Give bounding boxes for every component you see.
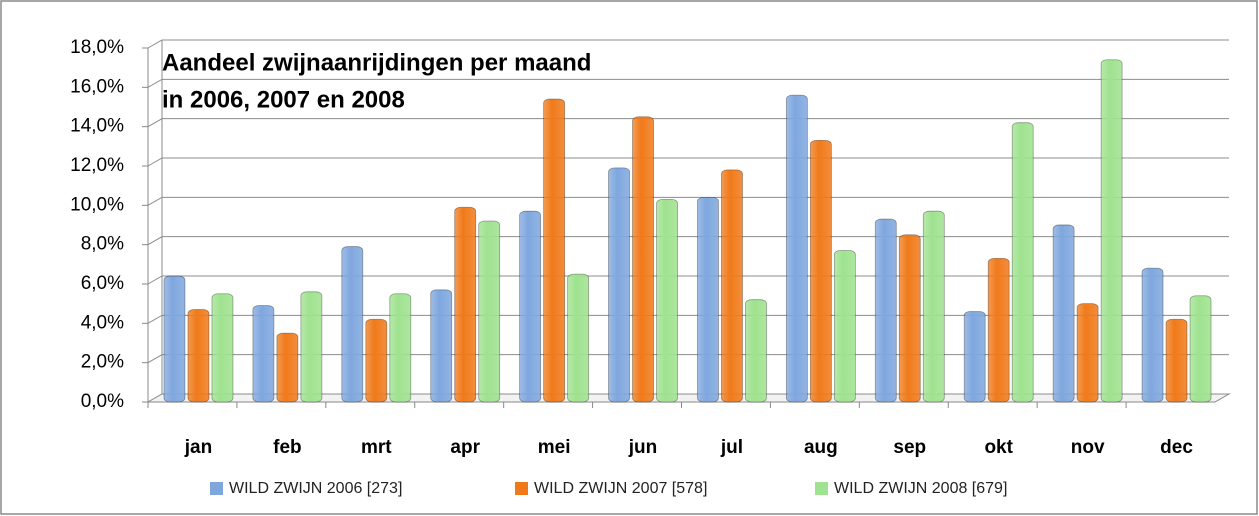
bar xyxy=(963,311,986,403)
y-tick-label: 10,0% xyxy=(70,194,124,215)
bar xyxy=(567,273,590,403)
bar xyxy=(187,309,210,403)
bar xyxy=(1189,295,1212,403)
bar xyxy=(608,167,630,403)
bar xyxy=(697,196,719,403)
x-tick-label: sep xyxy=(893,437,926,458)
bar xyxy=(276,332,299,403)
y-tick-label: 6,0% xyxy=(81,273,124,294)
bar xyxy=(478,220,501,403)
bar xyxy=(341,246,364,403)
bar xyxy=(300,291,323,403)
bar xyxy=(833,250,856,403)
bar xyxy=(543,98,566,403)
x-tick-label: okt xyxy=(984,437,1013,458)
legend-label: WILD ZWIJN 2007 [578] xyxy=(534,480,707,497)
legend-swatch xyxy=(815,482,828,495)
legend-swatch xyxy=(210,482,223,495)
bar xyxy=(252,305,275,403)
bar xyxy=(1141,267,1164,403)
grid-line xyxy=(147,39,1229,49)
bar xyxy=(922,210,945,403)
y-tick-label: 2,0% xyxy=(81,352,124,373)
x-tick-label: aug xyxy=(804,437,838,458)
x-tick-label: feb xyxy=(273,437,302,458)
legend-label: WILD ZWIJN 2008 [679] xyxy=(834,480,1007,497)
x-tick-label: mei xyxy=(538,437,571,458)
bar xyxy=(163,275,186,403)
bar xyxy=(745,299,767,403)
bar xyxy=(211,293,234,403)
grid-line xyxy=(147,354,1229,364)
x-tick-label: jun xyxy=(628,437,658,458)
x-tick-label: jan xyxy=(184,437,212,458)
bar xyxy=(519,210,542,403)
bar xyxy=(987,257,1010,403)
bar xyxy=(389,293,412,403)
grid-line xyxy=(147,314,1229,324)
bar xyxy=(365,318,388,403)
y-tick-label: 8,0% xyxy=(81,234,124,255)
y-tick-label: 0,0% xyxy=(81,391,124,412)
bar xyxy=(454,206,477,403)
bar xyxy=(430,289,453,403)
bar xyxy=(1076,303,1099,403)
y-tick-label: 18,0% xyxy=(70,37,124,58)
bar xyxy=(809,139,832,403)
legend-swatch xyxy=(515,482,528,495)
x-tick-label: dec xyxy=(1160,437,1193,458)
legend-label: WILD ZWIJN 2006 [273] xyxy=(229,480,402,497)
bar xyxy=(632,116,654,403)
x-tick-label: apr xyxy=(450,437,480,458)
grid-line xyxy=(147,157,1229,167)
x-tick-label: nov xyxy=(1071,437,1105,458)
grid-line xyxy=(147,275,1229,285)
bar xyxy=(656,198,678,403)
bar xyxy=(1165,318,1188,403)
y-tick-label: 14,0% xyxy=(70,116,124,137)
grid-line xyxy=(147,236,1229,246)
bar xyxy=(785,94,808,403)
y-tick-label: 12,0% xyxy=(70,155,124,176)
y-tick-label: 16,0% xyxy=(70,76,124,97)
bar xyxy=(898,234,921,403)
bar xyxy=(1011,122,1034,403)
grid-line xyxy=(147,393,1229,403)
x-tick-label: mrt xyxy=(361,437,392,458)
y-tick-label: 4,0% xyxy=(81,312,124,333)
grid-line xyxy=(147,118,1229,128)
chart-title: Aandeel zwijnaanrijdingen per maand xyxy=(162,49,591,76)
chart-title: in 2006, 2007 en 2008 xyxy=(162,86,405,113)
bar xyxy=(1052,224,1075,403)
grid-line xyxy=(147,196,1229,206)
bar xyxy=(721,169,743,403)
x-tick-label: jul xyxy=(720,437,743,458)
bar xyxy=(1100,59,1123,403)
grid-line xyxy=(147,78,1229,88)
bar xyxy=(874,218,897,403)
